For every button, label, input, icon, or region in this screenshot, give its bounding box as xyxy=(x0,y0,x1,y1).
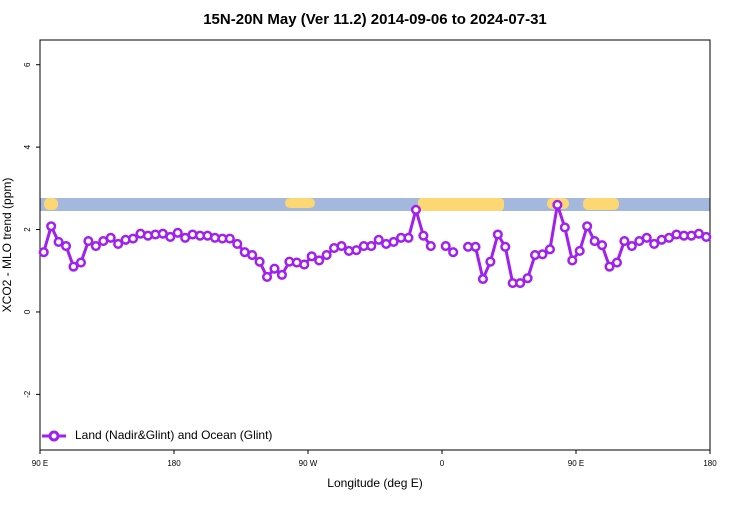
y-tick-label: 6 xyxy=(23,62,32,67)
data-point xyxy=(410,204,421,215)
land-patch xyxy=(583,198,619,210)
data-point xyxy=(537,249,548,260)
data-point xyxy=(485,256,496,267)
data-point xyxy=(597,240,608,251)
x-tick-label: 90 W xyxy=(299,459,318,468)
data-point xyxy=(314,255,325,266)
data-point xyxy=(38,247,49,258)
data-point xyxy=(53,236,64,247)
data-point xyxy=(522,273,533,284)
legend-label: Land (Nadir&Glint) and Ocean (Glint) xyxy=(75,428,272,442)
data-point xyxy=(544,244,555,255)
land-patch xyxy=(418,198,504,211)
data-point xyxy=(299,259,310,270)
x-tick-label: 90 E xyxy=(32,459,48,468)
data-point xyxy=(641,232,652,243)
data-point xyxy=(649,238,660,250)
data-point xyxy=(254,256,265,267)
land-ocean-strip xyxy=(40,198,710,211)
data-point xyxy=(582,221,593,232)
plot-frame xyxy=(39,39,711,451)
y-axis-label: XCO2 - MLO trend (ppm) xyxy=(0,178,14,313)
y-tick-label: -2 xyxy=(23,390,32,398)
data-point xyxy=(448,247,459,258)
data-point xyxy=(567,255,578,266)
data-point xyxy=(165,231,176,243)
data-point xyxy=(552,199,563,210)
data-point xyxy=(351,245,362,256)
data-point xyxy=(90,240,101,252)
data-point xyxy=(492,229,503,240)
data-point xyxy=(247,250,258,261)
data-point xyxy=(559,222,570,233)
data-point xyxy=(46,221,57,232)
data-point xyxy=(306,251,317,262)
chart-title: 15N-20N May (Ver 11.2) 2014-09-06 to 202… xyxy=(203,11,547,28)
data-point xyxy=(336,240,347,252)
data-point xyxy=(68,261,79,272)
data-point xyxy=(61,240,72,252)
data-point xyxy=(388,236,399,247)
data-point xyxy=(113,238,124,250)
data-point xyxy=(477,273,488,285)
data-point xyxy=(500,241,511,252)
data-point xyxy=(269,263,280,274)
data-point xyxy=(574,245,585,257)
legend: Land (Nadir&Glint) and Ocean (Glint) xyxy=(42,428,272,442)
land-patch xyxy=(285,198,315,208)
data-point xyxy=(611,257,622,268)
data-point xyxy=(425,240,436,252)
data-point xyxy=(128,233,139,244)
data-point xyxy=(604,261,615,272)
data-point xyxy=(403,232,414,243)
x-tick-label: 180 xyxy=(167,459,181,468)
x-axis-label: Longitude (deg E) xyxy=(327,476,422,490)
y-tick-label: 4 xyxy=(23,144,32,149)
x-tick-label: 90 E xyxy=(568,459,584,468)
y-tick-label: 0 xyxy=(23,309,32,314)
data-point xyxy=(276,269,287,280)
legend-marker xyxy=(48,430,60,442)
data-point xyxy=(373,234,384,245)
data-point xyxy=(701,231,712,243)
x-tick-label: 0 xyxy=(440,459,445,468)
x-tick-label: 180 xyxy=(703,459,717,468)
data-point xyxy=(172,227,183,238)
data-point xyxy=(366,240,377,252)
land-patch xyxy=(44,198,58,210)
data-point xyxy=(224,233,235,244)
ocean-band xyxy=(40,198,710,211)
y-tick-label: 2 xyxy=(23,227,32,232)
data-point xyxy=(619,236,630,247)
data-point xyxy=(262,271,273,282)
data-point xyxy=(470,241,481,252)
data-point xyxy=(440,240,451,252)
data-point xyxy=(515,278,526,289)
data-point xyxy=(626,240,637,252)
data-point xyxy=(589,236,600,247)
data-point xyxy=(83,236,94,247)
data-point xyxy=(418,230,429,241)
data-point xyxy=(321,250,332,261)
data-point xyxy=(232,238,243,250)
data-point xyxy=(105,232,116,243)
data-point xyxy=(75,257,86,268)
